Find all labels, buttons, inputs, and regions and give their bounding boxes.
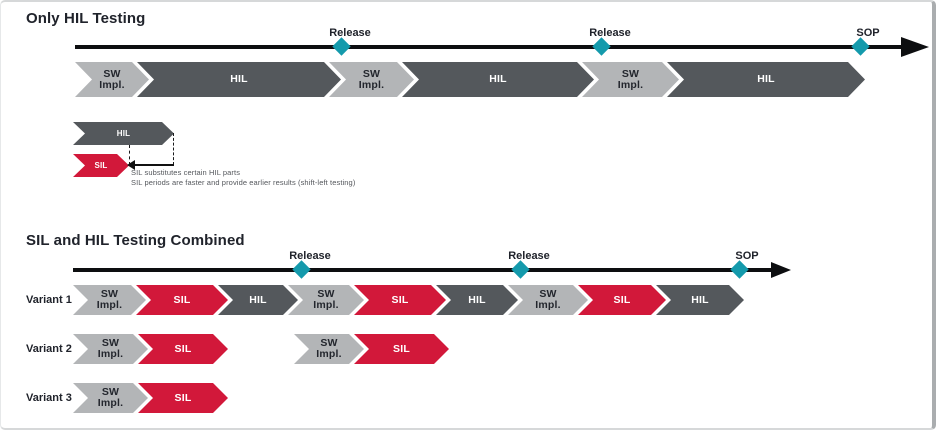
- chevron-sil: SIL: [136, 285, 228, 315]
- milestone-diamond-icon: [592, 37, 611, 56]
- chevron-hil: HIL: [218, 285, 298, 315]
- chevron-label: HIL: [116, 129, 131, 138]
- chevron-label: SIL: [391, 293, 409, 306]
- chevron-sw-impl: SW Impl.: [294, 334, 364, 364]
- legend-notes: SIL substitutes certain HIL parts SIL pe…: [131, 168, 355, 187]
- chevron-label: SIL: [94, 161, 108, 170]
- chevron-sw-impl: SW Impl.: [75, 62, 149, 97]
- chevron-hil: HIL: [436, 285, 518, 315]
- chevron-label: HIL: [249, 293, 267, 306]
- milestone-diamond-icon: [292, 260, 311, 279]
- chevron-hil: HIL: [656, 285, 744, 315]
- chevron-label: SW Impl.: [316, 337, 342, 360]
- chevron-label: SW Impl.: [313, 288, 339, 311]
- timeline-line: [75, 45, 903, 49]
- chevron-label: SIL: [613, 293, 631, 306]
- milestone-label: Release: [289, 250, 331, 262]
- chevron-label: SIL: [174, 342, 192, 355]
- chevron-hil: HIL: [667, 62, 865, 97]
- chevron-label: HIL: [230, 73, 248, 85]
- legend-arrow-line: [134, 164, 174, 166]
- chevron-label: SW Impl.: [535, 288, 561, 311]
- chevron-sil: SIL: [578, 285, 666, 315]
- chevron-label: SIL: [174, 391, 192, 404]
- chevron-label: HIL: [757, 73, 775, 85]
- variant-1-label: Variant 1: [26, 294, 72, 306]
- chevron-sw-impl: SW Impl.: [508, 285, 588, 315]
- milestone-diamond-icon: [332, 37, 351, 56]
- milestone-diamond-icon: [511, 260, 530, 279]
- milestone-label: Release: [329, 27, 371, 39]
- chevron-label: SW Impl.: [97, 337, 124, 360]
- chevron-hil: HIL: [402, 62, 594, 97]
- milestone-label: SOP: [856, 27, 880, 39]
- timeline-line: [73, 268, 773, 272]
- chevron-hil: HIL: [137, 62, 341, 97]
- chevron-label: SIL: [173, 293, 191, 306]
- chevron-label: SW Impl.: [97, 386, 124, 409]
- legend-note-line: SIL periods are faster and provide earli…: [131, 177, 356, 187]
- chevron-sw-impl: SW Impl.: [288, 285, 364, 315]
- chevron-label: HIL: [468, 293, 486, 306]
- chevron-label: SIL: [393, 342, 410, 355]
- chevron-sw-impl: SW Impl.: [73, 334, 148, 364]
- chevron-sil: SIL: [354, 334, 449, 364]
- chevron-sw-impl: SW Impl.: [73, 383, 148, 413]
- chevron-label: HIL: [489, 73, 507, 85]
- chevron-label: SW Impl.: [617, 67, 644, 91]
- legend-chevron-sil: SIL: [73, 154, 129, 177]
- chevron-label: SW Impl.: [96, 288, 123, 311]
- chevron-label: SW Impl.: [99, 67, 125, 91]
- legend-chevron-hil: HIL: [73, 122, 174, 145]
- milestone-label: Release: [589, 27, 631, 39]
- chevron-label: HIL: [691, 293, 709, 306]
- variant-2-label: Variant 2: [26, 343, 72, 355]
- timeline-arrowhead-icon: [771, 262, 791, 278]
- milestone-diamond-icon: [730, 260, 749, 279]
- chevron-sw-impl: SW Impl.: [73, 285, 146, 315]
- chevron-sil: SIL: [354, 285, 446, 315]
- chevron-sil: SIL: [138, 383, 228, 413]
- variant-3-label: Variant 3: [26, 392, 72, 404]
- chevron-sil: SIL: [138, 334, 228, 364]
- timeline-arrowhead-icon: [901, 37, 929, 57]
- milestone-diamond-icon: [851, 37, 870, 56]
- milestone-label: Release: [508, 250, 550, 262]
- milestone-label: SOP: [735, 250, 759, 262]
- section1-title: Only HIL Testing: [26, 10, 146, 27]
- chevron-sw-impl: SW Impl.: [582, 62, 679, 97]
- legend-dashed-line: [129, 145, 130, 165]
- section2-title: SIL and HIL Testing Combined: [26, 232, 245, 249]
- chevron-sw-impl: SW Impl.: [329, 62, 414, 97]
- legend-note-line: SIL substitutes certain HIL parts: [131, 168, 241, 177]
- chevron-label: SW Impl.: [358, 67, 385, 91]
- legend-dashed-line: [173, 133, 174, 165]
- legend-arrowhead-icon: [127, 160, 135, 170]
